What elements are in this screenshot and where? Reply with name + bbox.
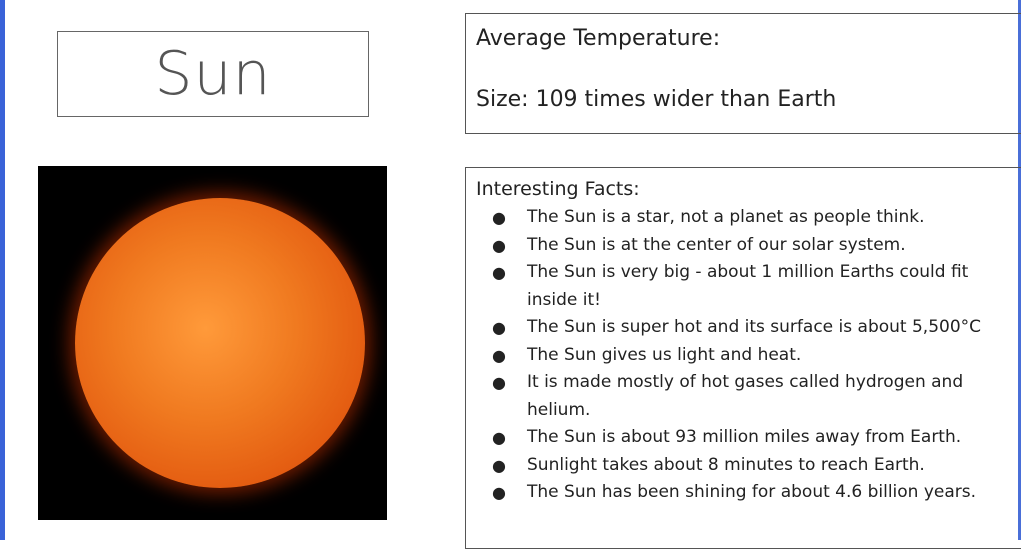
- fact-text: The Sun is very big - about 1 million Ea…: [527, 262, 969, 310]
- bullet-icon: ●: [492, 208, 506, 227]
- fact-text: It is made mostly of hot gases called hy…: [527, 372, 964, 420]
- size-label: Size: 109 times wider than Earth: [476, 87, 837, 112]
- fact-item: ● The Sun is at the center of our solar s…: [466, 232, 1011, 260]
- fact-text: The Sun has been shining for about 4.6 b…: [527, 482, 977, 502]
- bullet-icon: ●: [492, 455, 506, 475]
- fact-item: ● The Sun gives us light and heat.: [466, 342, 1011, 370]
- bullet-icon: ●: [492, 235, 506, 255]
- temperature-label: Average Temperature:: [476, 26, 721, 51]
- fact-item: ● The Sun is a star, not a planet as peop…: [466, 204, 1011, 232]
- fact-item: ● The Sun is very big - about 1 million E…: [466, 259, 1011, 314]
- bullet-icon: ●: [492, 428, 506, 447]
- sun-image: [38, 166, 387, 520]
- left-edge-bar: [0, 0, 5, 540]
- sun-graphic: [75, 198, 365, 488]
- bullet-icon: ●: [492, 263, 506, 282]
- bullet-icon: ●: [492, 373, 506, 392]
- fact-text: The Sun is at the center of our solar sy…: [527, 234, 906, 255]
- bullet-icon: ●: [492, 345, 506, 365]
- bullet-icon: ●: [492, 318, 506, 337]
- page-title: Sun: [154, 39, 272, 109]
- facts-box: Interesting Facts: ● The Sun is a star, n…: [465, 167, 1021, 549]
- fact-item: ● Sunlight takes about 8 minutes to reach…: [466, 452, 1011, 480]
- fact-text: Sunlight takes about 8 minutes to reach …: [527, 454, 925, 475]
- fact-item: ● It is made mostly of hot gases called h…: [466, 369, 1011, 424]
- right-edge-bar: [1018, 0, 1021, 540]
- bullet-icon: ●: [492, 483, 506, 502]
- fact-text: The Sun is super hot and its surface is …: [527, 317, 982, 337]
- facts-heading: Interesting Facts:: [476, 178, 640, 200]
- fact-text: The Sun is a star, not a planet as peopl…: [527, 207, 925, 227]
- fact-text: The Sun gives us light and heat.: [527, 344, 802, 365]
- fact-item: ● The Sun is super hot and its surface is…: [466, 314, 1011, 342]
- fact-text: The Sun is about 93 million miles away f…: [527, 427, 962, 447]
- title-box: Sun: [57, 31, 369, 117]
- facts-list: ● The Sun is a star, not a planet as peop…: [466, 204, 1011, 507]
- fact-item: ● The Sun has been shining for about 4.6 …: [466, 479, 1011, 507]
- info-box: Average Temperature: Size: 109 times wid…: [465, 13, 1021, 134]
- fact-item: ● The Sun is about 93 million miles away …: [466, 424, 1011, 452]
